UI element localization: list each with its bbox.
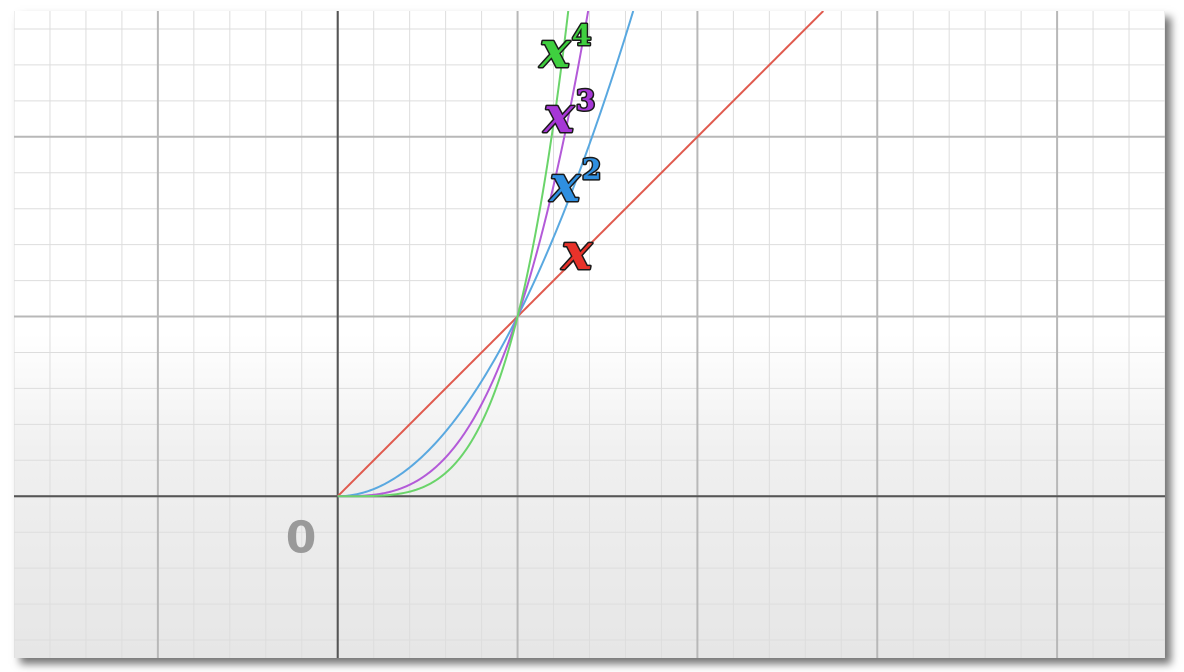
series-line-x3 [337, 11, 590, 498]
plot-frame: x x2 x3 x4 0 [14, 11, 1165, 658]
series-line-x2 [337, 11, 635, 498]
series-line-x1 [337, 11, 825, 497]
series-line-x4 [337, 11, 570, 498]
series-label-x2: x2 [549, 153, 601, 213]
axes [14, 11, 1165, 658]
series-label-x4: x4 [539, 19, 591, 79]
curves [337, 11, 825, 498]
origin-tick-label: 0 [286, 512, 317, 563]
series-label-x3: x3 [543, 84, 595, 144]
series-label-x1: x [561, 222, 593, 281]
